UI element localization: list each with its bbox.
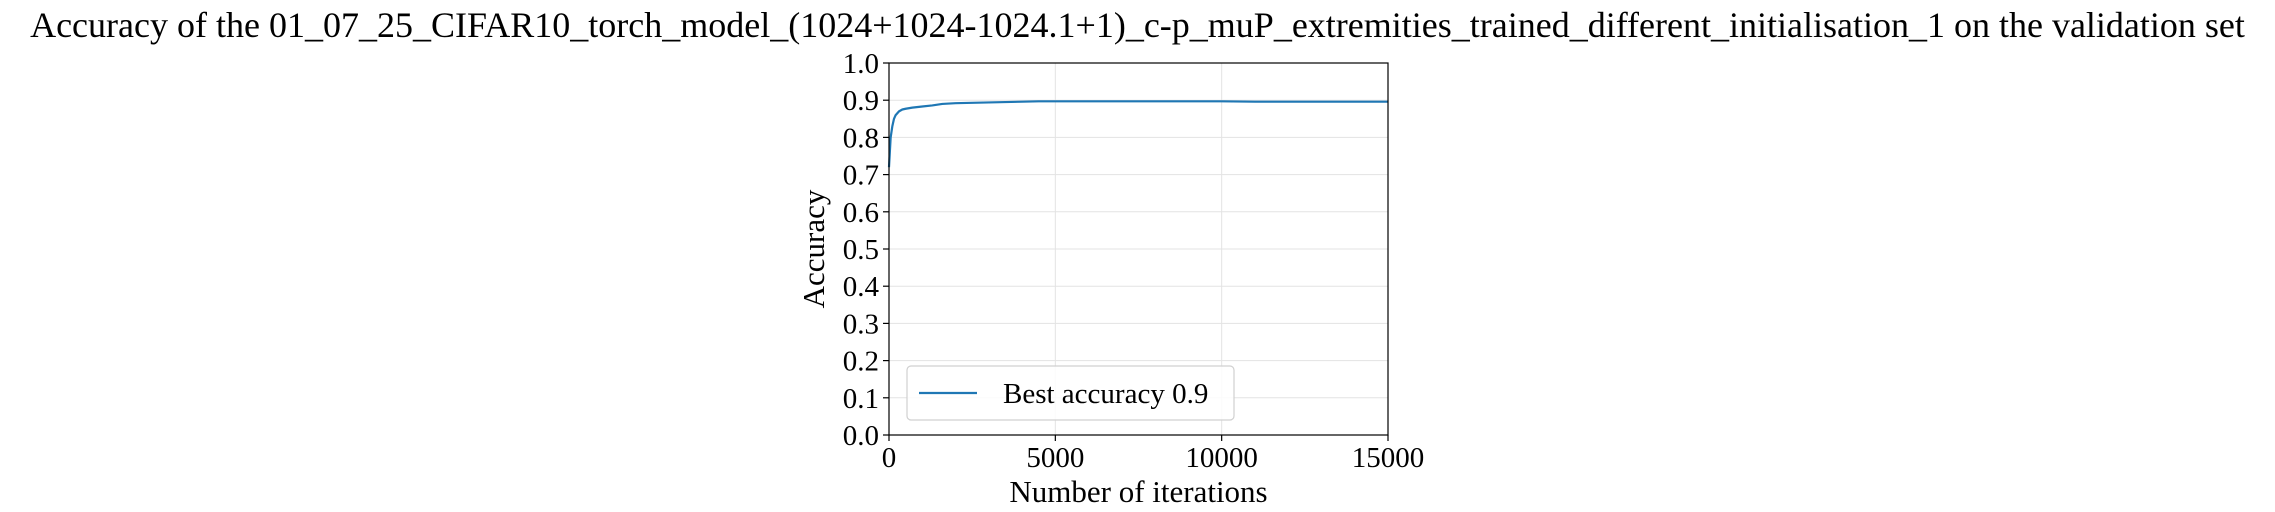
y-tick-label: 0.4 bbox=[843, 271, 880, 303]
x-axis-ticks: 0 5000 10000 15000 bbox=[882, 435, 1425, 474]
legend-label: Best accuracy 0.9 bbox=[1003, 378, 1208, 410]
y-tick-label: 0.6 bbox=[843, 197, 879, 229]
x-tick-label: 15000 bbox=[1352, 442, 1425, 474]
y-tick-label: 0.5 bbox=[843, 234, 879, 266]
legend-box bbox=[906, 365, 1235, 421]
y-tick-label: 1.0 bbox=[843, 48, 879, 80]
series-layer bbox=[887, 100, 1388, 168]
y-tick-label: 0.8 bbox=[843, 122, 879, 154]
x-tick-label: 5000 bbox=[1026, 442, 1084, 474]
chart-title: Accuracy of the 01_07_25_CIFAR10_torch_m… bbox=[30, 5, 2245, 45]
y-tick-label: 0.7 bbox=[843, 160, 879, 192]
y-tick-label: 0.2 bbox=[843, 346, 879, 378]
y-tick-label: 0.3 bbox=[843, 308, 879, 340]
x-axis-label: Number of iterations bbox=[1009, 474, 1267, 509]
y-axis-ticks: 0.0 0.1 0.2 0.3 0.4 0.5 0.6 0.7 0.8 0.9 1.0 bbox=[843, 48, 889, 452]
y-tick-label: 0.1 bbox=[843, 383, 879, 415]
series-line-0 bbox=[887, 100, 1388, 168]
legend: Best accuracy 0.9 bbox=[906, 365, 1235, 421]
y-tick-label: 0.9 bbox=[843, 85, 879, 117]
y-axis-label: Accuracy bbox=[796, 189, 831, 308]
y-tick-label: 0.0 bbox=[843, 420, 879, 452]
x-tick-label: 0 bbox=[882, 442, 897, 474]
x-tick-label: 10000 bbox=[1185, 442, 1258, 474]
